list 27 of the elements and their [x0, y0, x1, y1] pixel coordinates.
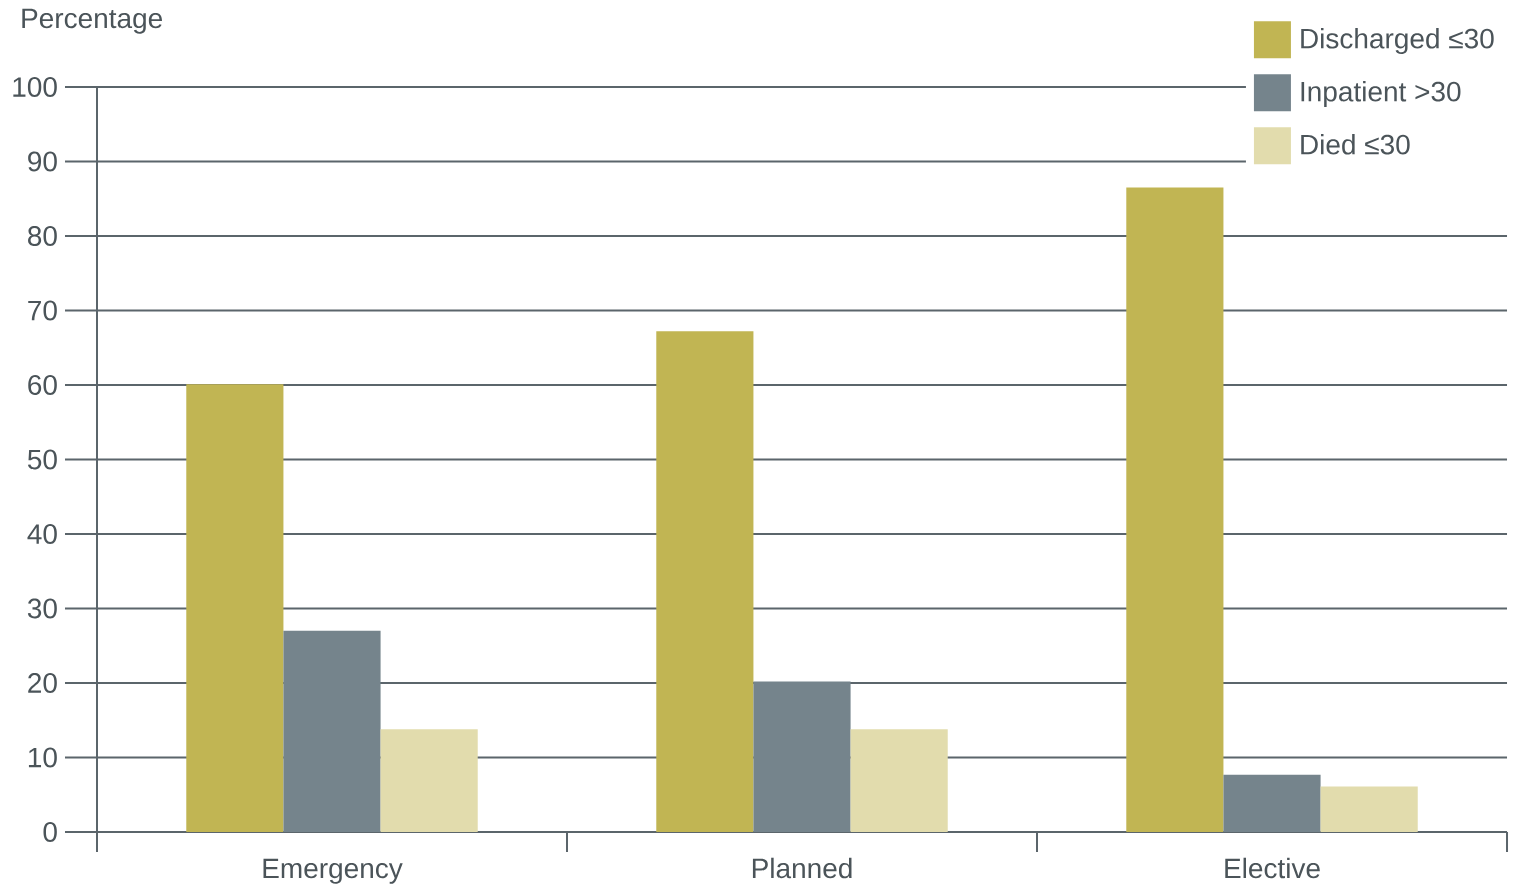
legend-label: Discharged ≤30 — [1301, 27, 1494, 55]
bar — [380, 729, 478, 832]
bar — [1126, 187, 1224, 832]
y-tick-label: 60 — [28, 375, 57, 395]
y-tick-label: 80 — [28, 226, 57, 246]
legend-label: Died ≤30 — [1301, 133, 1410, 155]
y-tick-label: 40 — [27, 524, 57, 544]
y-tick-label: 10 — [28, 747, 57, 768]
y-tick-label: 0 — [43, 822, 57, 842]
bar — [1320, 786, 1418, 832]
bar — [850, 729, 948, 832]
bar — [1223, 774, 1321, 832]
bar — [753, 681, 851, 832]
y-tick-label: 20 — [28, 673, 57, 693]
y-tick-label: 50 — [27, 449, 57, 470]
x-tick-label: Planned — [752, 857, 852, 879]
bar — [656, 331, 754, 832]
x-tick-label: Emergency — [263, 858, 403, 884]
bar — [283, 630, 381, 832]
bar — [186, 384, 284, 832]
x-tick-label: Elective — [1225, 857, 1320, 879]
y-tick-label: 90 — [28, 151, 57, 172]
y-axis-title: Percentage — [22, 8, 163, 34]
y-tick-label: 30 — [27, 598, 57, 619]
legend-label: Inpatient >30 — [1301, 80, 1461, 108]
y-tick-label: 100 — [13, 77, 57, 97]
y-tick-label: 70 — [28, 300, 57, 321]
